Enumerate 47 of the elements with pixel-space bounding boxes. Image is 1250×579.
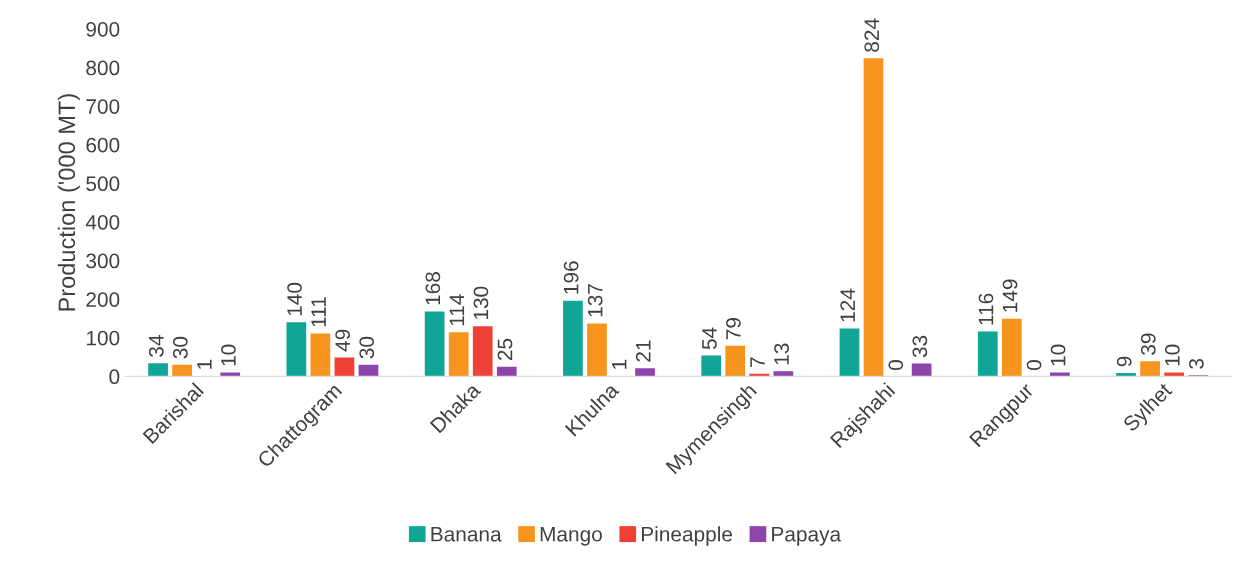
legend-label: Banana — [431, 527, 502, 542]
data-label: 49 — [335, 329, 351, 352]
y-tick-label: 400 — [85, 214, 120, 230]
y-tick-label: 0 — [109, 369, 120, 385]
y-tick-label: 700 — [86, 99, 120, 114]
y-tick-label: 300 — [86, 253, 120, 269]
data-label: 1 — [197, 359, 212, 369]
data-label: 25 — [497, 338, 513, 361]
data-label: 114 — [449, 294, 465, 326]
legend-label: Pineapple — [641, 526, 733, 546]
data-label: 130 — [473, 286, 489, 320]
y-axis-title: Production ('000 MT) — [57, 94, 80, 311]
legend-label: Mango — [540, 527, 602, 546]
y-tick-label: 200 — [86, 292, 120, 307]
y-tick-label: 100 — [86, 330, 120, 346]
data-label: 34 — [148, 335, 164, 357]
y-tick-label: 600 — [86, 137, 120, 153]
data-label: 116 — [978, 293, 994, 325]
data-label: 30 — [172, 336, 188, 359]
y-tick-label: 800 — [86, 60, 120, 76]
data-label: 10 — [1164, 344, 1180, 366]
data-label: 0 — [1026, 360, 1042, 370]
y-tick-label: 500 — [86, 176, 120, 192]
data-label: 824 — [864, 18, 880, 52]
data-label: 13 — [774, 343, 789, 365]
data-label: 0 — [888, 360, 904, 370]
data-label: 137 — [587, 284, 603, 317]
data-label: 3 — [1189, 358, 1204, 369]
data-label: 124 — [840, 288, 855, 322]
data-label: 33 — [912, 335, 928, 358]
data-label: 196 — [563, 261, 579, 294]
data-label: 21 — [635, 340, 651, 362]
data-label: 149 — [1002, 279, 1018, 312]
data-label: 1 — [612, 359, 627, 369]
data-label: 54 — [702, 327, 717, 350]
data-label: 30 — [359, 336, 375, 359]
data-label: 10 — [221, 344, 236, 366]
data-label: 168 — [425, 272, 441, 305]
data-label: 39 — [1140, 333, 1156, 355]
data-label: 111 — [311, 297, 326, 327]
data-label: 79 — [726, 318, 741, 340]
data-label: 10 — [1050, 344, 1066, 366]
data-label: 9 — [1116, 356, 1132, 367]
data-label: 140 — [287, 282, 302, 316]
legend-label: Papaya — [772, 527, 842, 546]
data-label: 7 — [750, 357, 765, 368]
y-tick-label: 900 — [86, 21, 120, 37]
